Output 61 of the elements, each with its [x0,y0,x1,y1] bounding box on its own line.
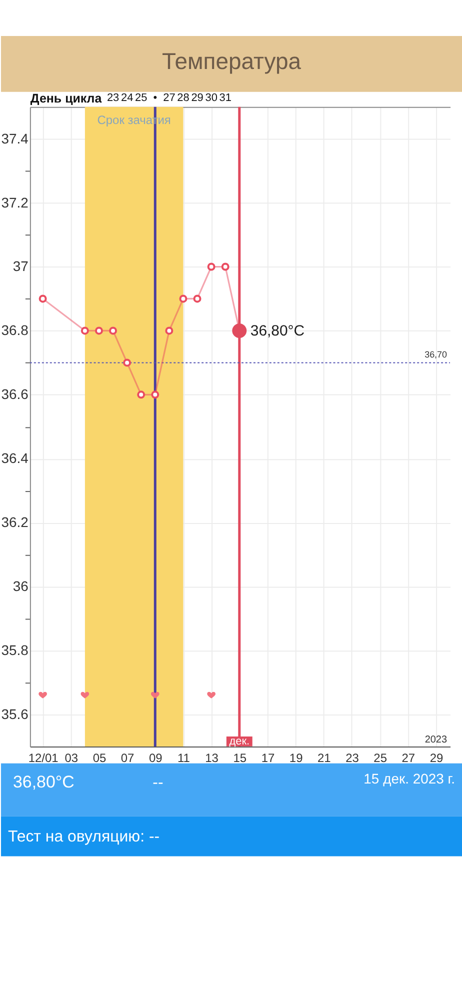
point [193,294,202,303]
point [123,358,132,367]
x2-tick-label: 28 [177,92,190,104]
x-tick-label: 15 [233,750,247,765]
y-tick-label: 37 [12,258,29,274]
y-tick-label: 35.8 [1,642,29,658]
y-tick-label: 37.4 [1,130,29,146]
text: 15 дек. 2023 г. [364,770,456,786]
y-tick-label: 36.6 [1,386,29,402]
annotation: 36,80°C [250,322,305,340]
chart-title: Температура [162,48,302,74]
point [221,262,230,271]
point [207,262,216,271]
point [38,692,47,698]
y-tick-label: 36.4 [1,450,29,466]
point [179,294,188,303]
x2-tick-label: 30 [205,92,218,104]
point [151,390,160,399]
x2-tick-label: 27 [163,92,176,104]
point [150,692,160,698]
x-tick-label: 03 [64,750,78,765]
point [207,692,216,698]
x2-tick-label: 31 [219,92,232,104]
point [165,326,174,335]
x-tick-label: 25 [374,750,388,765]
x-tick-label: 09 [148,750,163,765]
x2-tick-label: • [153,92,158,104]
y-tick-label: 36.8 [1,322,29,338]
y-tick-label: 35.6 [1,706,29,722]
y-tick-label: 37.2 [1,194,29,210]
x-tick-label: 07 [120,750,135,765]
x-tick-label: 05 [92,750,106,765]
x-tick-label: 13 [205,750,219,765]
point [38,294,47,303]
x-tick-label: 27 [402,750,416,765]
x-tick-label: 17 [261,750,275,765]
x-tick-label: 19 [289,750,304,765]
x2-axis-title: День цикла [30,91,103,106]
x-tick-label: 23 [346,750,360,765]
y-tick-label: 36 [12,578,29,594]
ref-line-label: дек. [229,735,250,748]
text: -- [152,774,164,792]
point [94,326,103,335]
x-tick-label: 12/01 [28,750,59,765]
x2-tick-label: 29 [191,92,204,104]
y-tick-label: 36.2 [1,514,29,530]
x2-tick-label: 24 [120,92,134,104]
x2-tick-label: 23 [106,92,120,104]
x-tick-label: 21 [317,750,332,765]
point [80,326,89,335]
x-tick-label: 11 [178,750,190,765]
x-tick-label: 29 [430,750,444,765]
point [109,326,118,335]
point [80,692,90,698]
text: 36,80°C [12,772,74,792]
annotation: 2023 [424,734,448,746]
point [232,324,247,338]
point [137,390,146,399]
ref-line-label: 36,70 [424,350,448,360]
x2-tick-label: 25 [135,92,148,104]
text: Тест на овуляцию: -- [8,828,160,846]
